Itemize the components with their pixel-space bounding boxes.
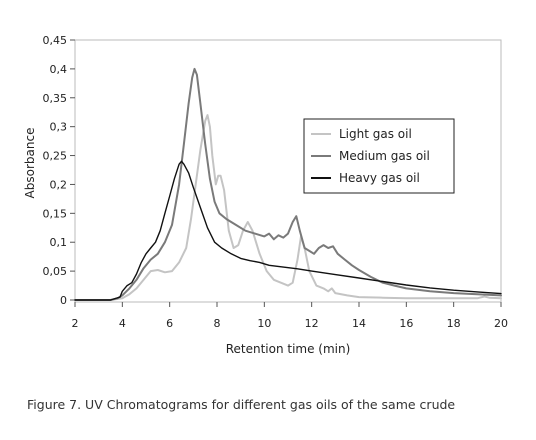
legend: Light gas oil Medium gas oil Heavy gas o…	[303, 118, 455, 194]
x-tick-label: 8	[214, 317, 221, 330]
y-tick-label: 0,3	[50, 121, 68, 134]
y-tick-label: 0,4	[50, 63, 68, 76]
series-line-medium-gas-oil	[74, 67, 502, 301]
legend-label-heavy: Heavy gas oil	[339, 171, 420, 185]
legend-label-light: Light gas oil	[339, 127, 412, 141]
tick-layer: 0 0,05 0,1 0,15 0,2 0,25 0,3 0,35 0,4 0,45 2 4 6 8 10 1…	[43, 34, 509, 330]
series-line-light-gas-oil	[74, 114, 502, 301]
y-tick-label: 0,1	[50, 236, 68, 249]
y-tick-label: 0,05	[43, 265, 68, 278]
series-line-heavy-gas-oil	[74, 160, 502, 301]
x-tick-label: 16	[399, 317, 413, 330]
x-tick-label: 4	[119, 317, 126, 330]
y-tick-label: 0,45	[43, 34, 68, 47]
legend-label-medium: Medium gas oil	[339, 149, 430, 163]
y-axis-title: Absorbance	[23, 128, 37, 199]
x-tick-label: 10	[257, 317, 271, 330]
series-layer	[74, 67, 502, 301]
y-tick-label: 0,35	[43, 92, 68, 105]
x-tick-label: 18	[447, 317, 461, 330]
x-tick-label: 2	[72, 317, 79, 330]
y-tick-label: 0	[60, 294, 67, 307]
y-tick-label: 0,15	[43, 207, 68, 220]
x-tick-label: 20	[494, 317, 508, 330]
x-tick-label: 6	[166, 317, 173, 330]
y-tick-label: 0,2	[50, 178, 68, 191]
figure-caption: Figure 7. UV Chromatograms for different…	[27, 397, 456, 412]
plot-frame	[74, 39, 502, 303]
x-tick-label: 14	[352, 317, 366, 330]
x-axis-title: Retention time (min)	[226, 342, 351, 356]
y-tick-label: 0,25	[43, 150, 68, 163]
x-tick-label: 12	[305, 317, 319, 330]
